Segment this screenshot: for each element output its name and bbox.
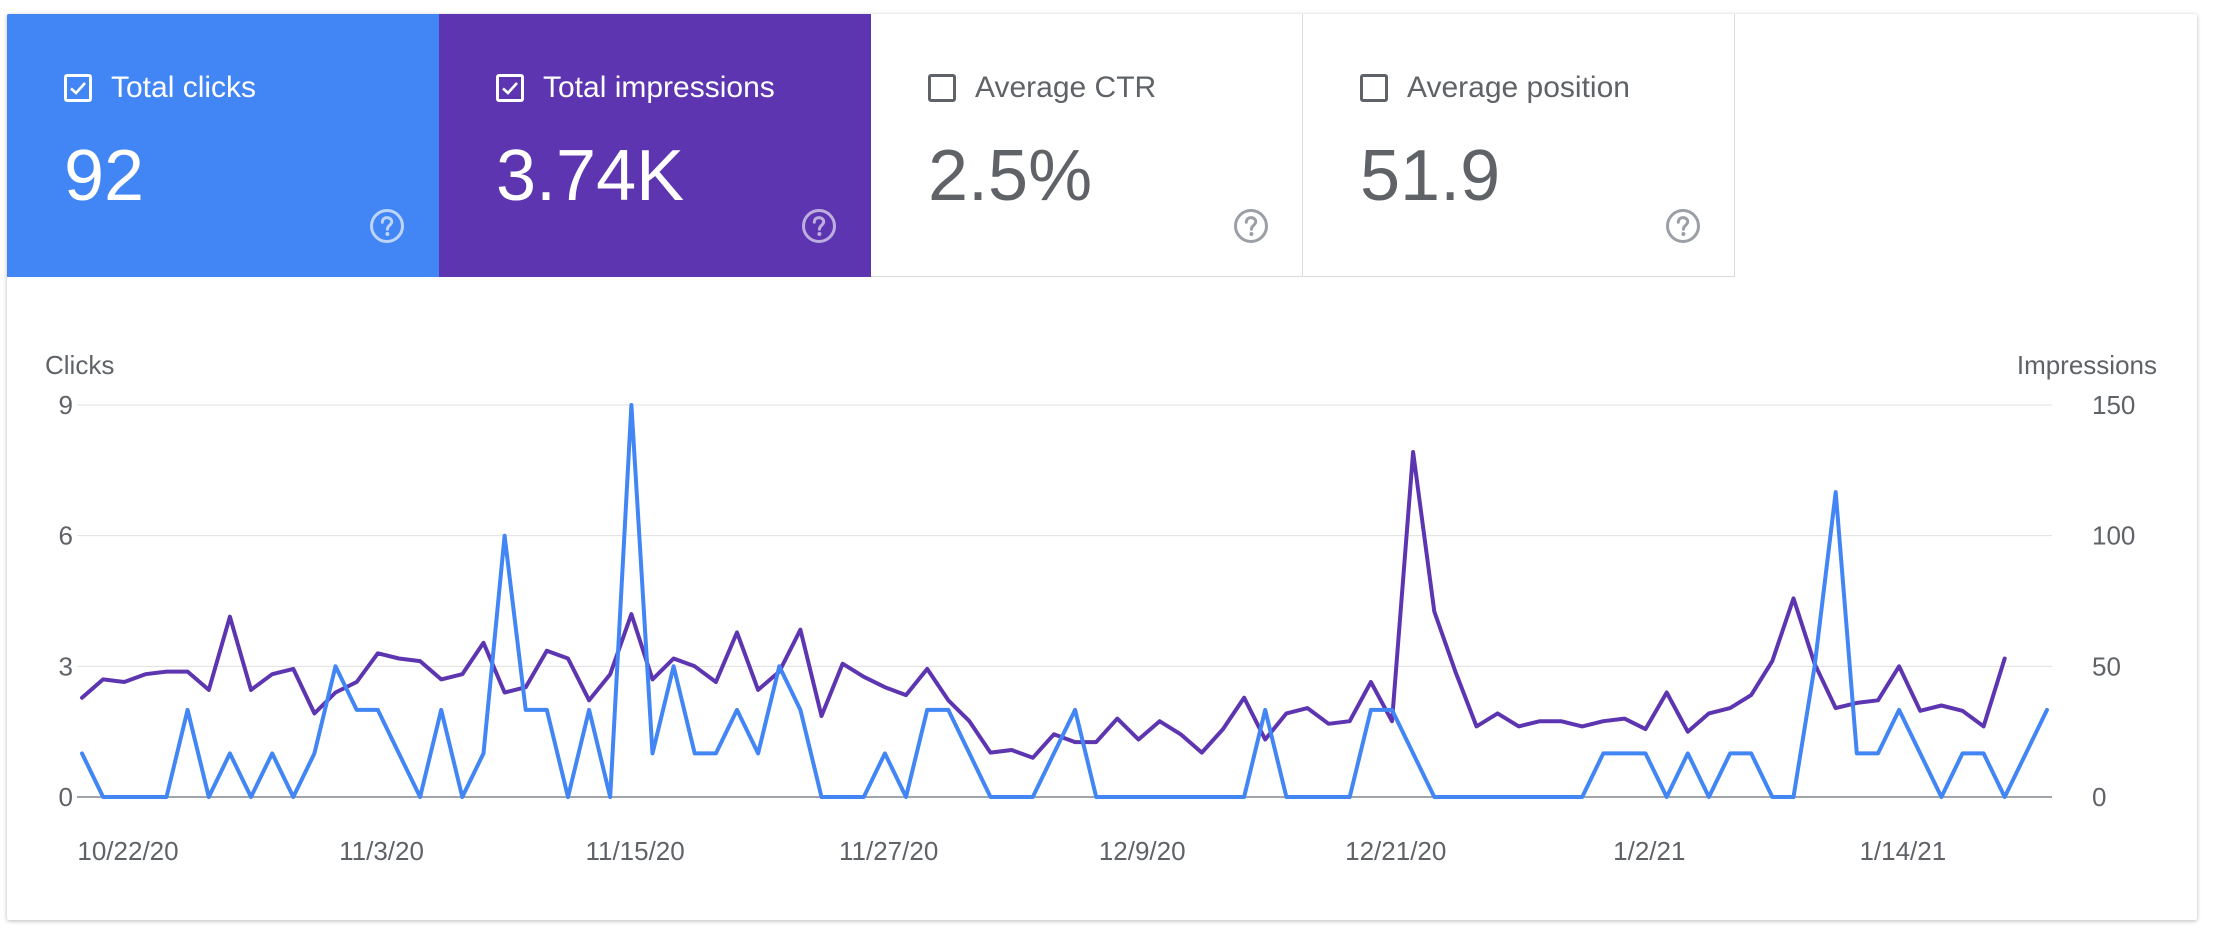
metric-label: Total clicks xyxy=(111,71,257,104)
checkbox-unchecked-icon[interactable] xyxy=(1360,74,1388,102)
metric-card-total-impressions[interactable]: Total impressions 3.74K xyxy=(439,14,871,277)
metric-label: Average CTR xyxy=(975,71,1157,104)
help-icon[interactable] xyxy=(1665,208,1701,244)
checkbox-checked-icon[interactable] xyxy=(496,74,524,102)
help-icon[interactable] xyxy=(801,208,837,244)
x-tick-label: 12/9/20 xyxy=(1099,836,1186,866)
metric-value: 2.5% xyxy=(928,136,1093,216)
metric-card-average-position[interactable]: Average position 51.9 xyxy=(1303,14,1735,277)
metric-card-total-clicks[interactable]: Total clicks 92 xyxy=(7,14,439,277)
metric-value: 3.74K xyxy=(496,136,685,216)
x-tick-label: 11/15/20 xyxy=(585,836,684,866)
performance-card: Total clicks 92 Total impressions 3.74K … xyxy=(7,14,2197,920)
help-icon[interactable] xyxy=(1233,208,1269,244)
checkbox-checked-icon[interactable] xyxy=(64,74,92,102)
y-left-tick-label: 6 xyxy=(59,521,73,551)
y-axis-left-title: Clicks xyxy=(45,350,114,380)
y-left-tick-label: 3 xyxy=(59,651,73,681)
y-right-tick-label: 50 xyxy=(2092,651,2121,681)
y-right-tick-label: 0 xyxy=(2092,782,2106,812)
x-tick-label: 1/14/21 xyxy=(1859,836,1946,866)
y-left-tick-label: 0 xyxy=(59,782,73,812)
metric-value: 92 xyxy=(64,136,145,216)
checkbox-unchecked-icon[interactable] xyxy=(928,74,956,102)
y-left-tick-label: 9 xyxy=(59,390,73,420)
metric-tabs: Total clicks 92 Total impressions 3.74K … xyxy=(7,14,1735,277)
metric-label: Total impressions xyxy=(543,71,775,104)
x-tick-label: 11/3/20 xyxy=(339,836,424,866)
x-tick-label: 12/21/20 xyxy=(1345,836,1446,866)
y-right-tick-label: 100 xyxy=(2092,521,2135,551)
x-tick-label: 1/2/21 xyxy=(1613,836,1685,866)
series-line-impressions xyxy=(80,450,2007,760)
metric-card-average-ctr[interactable]: Average CTR 2.5% xyxy=(871,14,1303,277)
help-icon[interactable] xyxy=(369,208,405,244)
series-line-clicks xyxy=(80,403,2049,799)
y-axis-right-title: Impressions xyxy=(2017,350,2157,380)
x-tick-label: 10/22/20 xyxy=(77,836,178,866)
x-tick-label: 11/27/20 xyxy=(839,836,938,866)
performance-chart: Clicks Impressions 9 150 6 100 3 50 0 0 10/22/20 11… xyxy=(7,277,2197,920)
metric-value: 51.9 xyxy=(1360,136,1501,216)
y-right-tick-label: 150 xyxy=(2092,390,2135,420)
metric-label: Average position xyxy=(1407,71,1630,104)
